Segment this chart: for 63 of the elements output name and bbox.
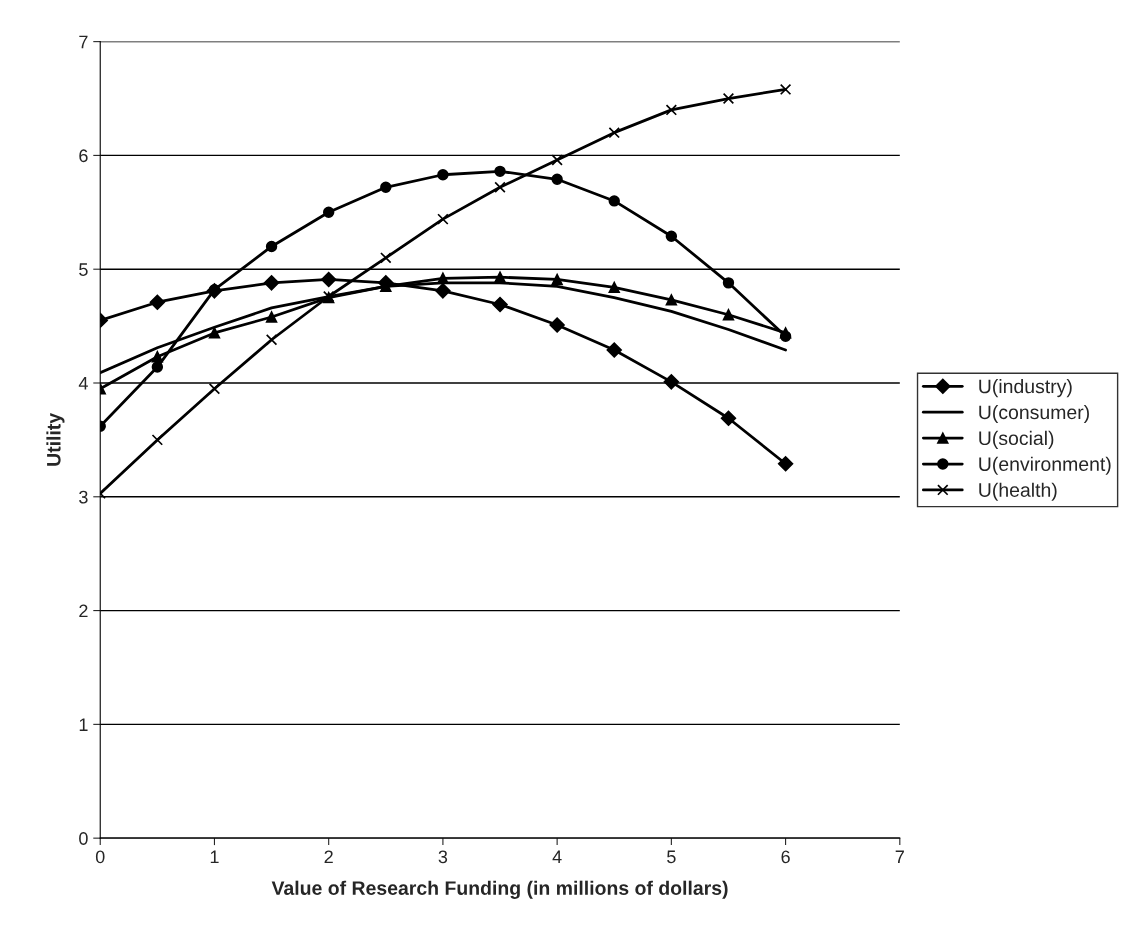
point [494,271,506,283]
x-tick-label: 5 [667,850,676,864]
point [437,169,449,181]
point [722,277,735,289]
point [151,434,164,446]
point [608,126,620,139]
point [722,92,735,105]
x-tick-label: 1 [210,850,219,864]
y-tick-label: 7 [79,35,88,49]
point [265,334,278,346]
point [551,154,563,166]
point [665,230,678,242]
legend-label: U(social) [979,430,1054,449]
point [151,351,164,363]
y-tick-label: 2 [79,604,88,618]
y-tick-label: 4 [78,377,88,390]
point [722,309,735,321]
point [322,206,335,219]
point [265,240,278,253]
point [435,283,451,299]
x-tick-label: 6 [781,850,790,864]
legend-label: U(industry) [979,379,1072,398]
legend-label: U(environment) [979,456,1111,475]
point [437,213,449,225]
x-tick-label: 2 [324,850,333,864]
y-tick-label: 0 [79,832,88,845]
point [265,311,278,323]
point [208,382,221,395]
x-tick-label: 7 [895,850,904,864]
point [151,361,164,373]
point [606,342,622,358]
point [551,273,563,286]
point [663,374,680,390]
legend-label: U(consumer) [979,404,1089,424]
y-tick-label: 3 [79,490,88,504]
point [263,275,280,291]
y-tick-label: 1 [79,718,88,731]
point [779,83,792,96]
point [665,104,678,116]
point [608,281,620,294]
point [551,173,563,186]
y-tick-label: 6 [79,149,88,163]
y-axis-title: Utility [46,412,65,466]
x-tick-label: 4 [552,850,562,864]
point [208,327,221,339]
point [492,296,508,313]
point [608,195,620,207]
x-axis-title: Value of Research Funding (in millions of dollars) [271,880,728,899]
legend-label: U(health) [979,482,1057,501]
point [380,252,392,264]
y-tick-label: 5 [79,263,88,276]
point [494,181,506,193]
x-tick-label: 0 [95,850,105,864]
point [777,456,794,472]
point [494,165,506,178]
point [720,410,737,426]
point [665,294,678,306]
point [320,271,337,288]
point [380,181,392,193]
point [549,317,565,333]
point [149,294,166,310]
point [779,330,792,343]
x-tick-label: 3 [438,850,448,864]
